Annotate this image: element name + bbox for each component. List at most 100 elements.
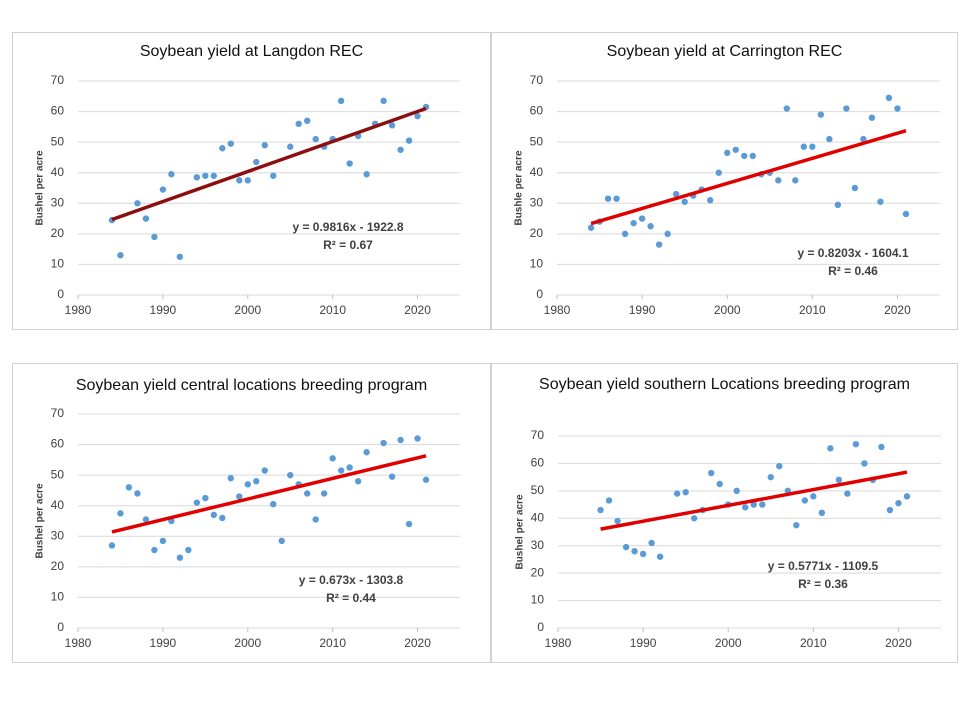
point	[236, 177, 243, 184]
trend-r-squared: R² = 0.44	[326, 591, 376, 605]
y-tick-label: 30	[51, 528, 65, 542]
panel-border	[491, 363, 958, 663]
point	[742, 504, 749, 511]
point	[868, 114, 876, 121]
point	[903, 493, 911, 500]
point	[346, 464, 353, 471]
point	[287, 143, 294, 150]
point	[690, 515, 698, 522]
y-tick-label: 10	[530, 257, 544, 271]
point	[304, 117, 311, 124]
y-tick-label: 50	[51, 467, 65, 481]
chart-title: Soybean yield southern Locations breedin…	[539, 376, 910, 393]
point	[422, 476, 430, 483]
point	[886, 506, 894, 514]
point	[380, 439, 387, 447]
x-tick-label: 2010	[799, 303, 826, 317]
x-tick-label: 1980	[544, 303, 571, 317]
chart-title: Soybean yield central locations breeding…	[75, 377, 428, 394]
point	[388, 473, 396, 480]
point	[117, 252, 124, 259]
x-tick-label: 2020	[404, 636, 431, 650]
point	[210, 172, 218, 179]
point	[749, 152, 756, 160]
point	[776, 462, 783, 470]
point	[885, 94, 893, 102]
trend-r-squared: R² = 0.46	[828, 264, 878, 278]
y-tick-label: 30	[51, 195, 65, 209]
y-tick-label: 0	[537, 620, 544, 634]
trend-r-squared: R² = 0.36	[798, 577, 848, 591]
point	[587, 224, 595, 231]
y-tick-label: 70	[51, 406, 65, 420]
panel-border	[491, 32, 958, 330]
point	[894, 105, 901, 112]
point	[775, 177, 782, 184]
y-tick-label: 50	[531, 483, 545, 497]
x-tick-label: 2020	[884, 303, 911, 317]
point	[312, 135, 319, 143]
point	[741, 152, 748, 160]
x-tick-label: 2000	[714, 303, 741, 317]
x-tick-label: 2020	[885, 636, 912, 650]
y-tick-label: 70	[51, 73, 65, 87]
point	[750, 501, 757, 508]
point	[835, 476, 843, 484]
point	[304, 490, 311, 497]
trend-equation: y = 0.5771x - 1109.5	[768, 559, 879, 573]
point	[244, 481, 251, 488]
point	[860, 135, 867, 143]
y-tick-label: 60	[51, 437, 65, 451]
y-tick-label: 20	[531, 565, 545, 579]
point	[844, 490, 851, 497]
point	[834, 201, 842, 209]
point	[287, 471, 294, 479]
point	[295, 120, 302, 128]
x-tick-label: 2020	[404, 303, 431, 317]
point	[193, 174, 201, 181]
point	[895, 500, 902, 507]
point	[801, 497, 809, 504]
y-tick-label: 70	[530, 73, 544, 87]
point	[202, 494, 209, 502]
y-tick-label: 40	[531, 510, 545, 524]
point	[673, 490, 681, 497]
point	[278, 537, 285, 545]
point	[261, 467, 268, 474]
y-tick-label: 0	[57, 620, 64, 634]
y-tick-label: 70	[531, 428, 545, 442]
y-tick-label: 40	[51, 498, 65, 512]
y-tick-label: 20	[530, 226, 544, 240]
point	[672, 190, 680, 198]
point	[244, 177, 251, 184]
point	[151, 546, 158, 554]
point	[793, 521, 800, 529]
point	[193, 499, 201, 506]
x-tick-label: 1990	[150, 636, 177, 650]
point	[759, 501, 766, 508]
point	[397, 436, 404, 444]
point	[622, 543, 630, 551]
point	[151, 233, 158, 241]
y-tick-label: 10	[531, 593, 545, 607]
point	[202, 172, 209, 179]
y-tick-label: 40	[530, 165, 544, 179]
point	[185, 546, 192, 554]
x-tick-label: 2000	[715, 636, 742, 650]
point	[320, 490, 328, 497]
point	[638, 215, 646, 222]
point	[647, 223, 654, 230]
y-tick-label: 10	[51, 257, 65, 271]
point	[861, 460, 868, 467]
point	[337, 97, 345, 105]
point	[800, 143, 808, 150]
point	[363, 449, 370, 456]
chart-title: Soybean yield at Carrington REC	[606, 43, 843, 60]
point	[621, 230, 629, 238]
point	[219, 145, 226, 152]
point	[826, 135, 833, 143]
y-tick-label: 0	[536, 287, 543, 301]
point	[261, 142, 268, 149]
point	[227, 475, 234, 482]
